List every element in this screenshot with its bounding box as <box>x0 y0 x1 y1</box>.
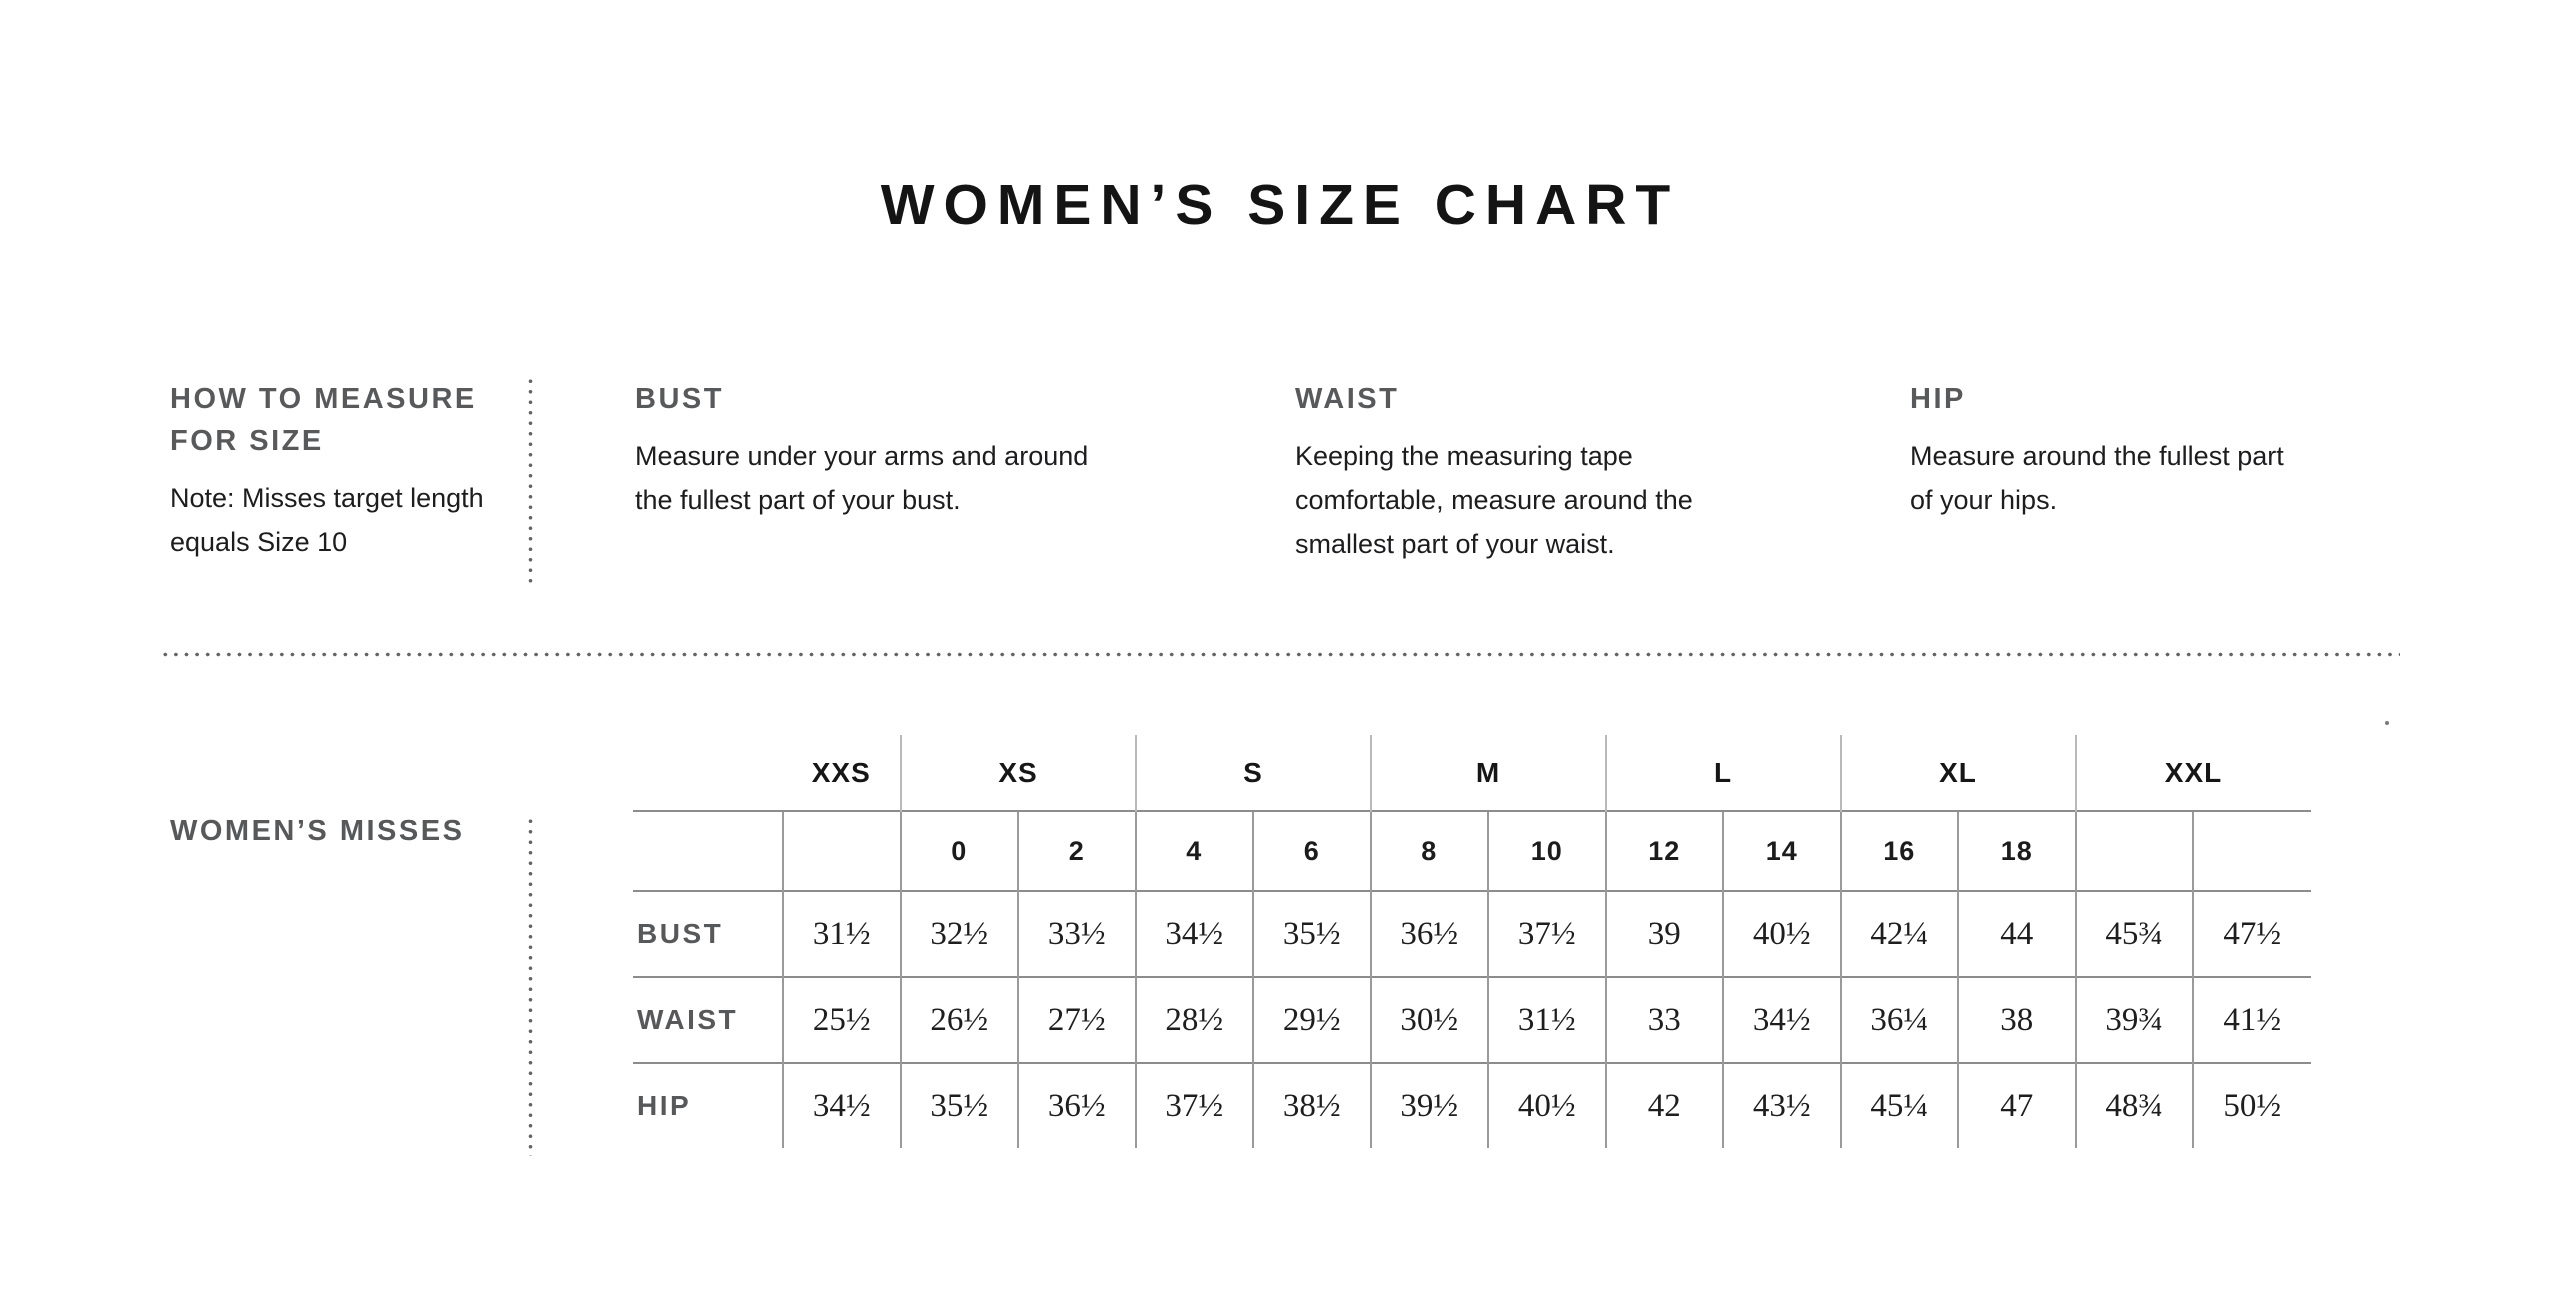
waist-guide-text: Keeping the measuring tape comfortable, … <box>1295 441 1693 559</box>
size-group-header-l: L <box>1605 735 1842 811</box>
measurement-cell: 31½ <box>782 890 901 977</box>
bust-guide-text: Measure under your arms and around the f… <box>635 441 1089 515</box>
numeric-size-cell <box>782 810 901 891</box>
measurement-cell: 30½ <box>1369 976 1488 1063</box>
hip-guide-heading: HIP <box>1910 383 1966 415</box>
measurement-cell: 33 <box>1604 976 1723 1063</box>
numeric-size-cell: 18 <box>1957 810 2076 891</box>
measurement-cell: 47½ <box>2192 890 2311 977</box>
page-title: WOMEN’S SIZE CHART <box>880 173 1680 237</box>
bust-guide-section: BUST Measure under your arms and around … <box>635 378 1115 522</box>
measurement-cell: 34½ <box>782 1062 901 1148</box>
bust-guide-heading: BUST <box>635 383 724 415</box>
how-to-measure-section: HOW TO MEASURE FOR SIZE Note: Misses tar… <box>170 378 505 564</box>
row-label-hip: HIP <box>633 1062 783 1148</box>
numeric-size-cell: 14 <box>1722 810 1841 891</box>
hip-guide-section: HIP Measure around the fullest part of y… <box>1910 378 2300 522</box>
numeric-size-cell: 4 <box>1134 810 1253 891</box>
numeric-size-cell: 16 <box>1839 810 1958 891</box>
measurement-cell: 50½ <box>2192 1062 2311 1148</box>
measurement-cell: 39¾ <box>2074 976 2193 1063</box>
measurement-cell: 25½ <box>782 976 901 1063</box>
waist-guide-heading: WAIST <box>1295 383 1400 415</box>
stray-dot <box>2385 721 2389 725</box>
measurement-cell: 36¼ <box>1839 976 1958 1063</box>
spacer-cell <box>633 735 783 811</box>
size-group-header-xxs: XXS <box>783 735 902 811</box>
measurement-cell: 36½ <box>1017 1062 1136 1148</box>
measurement-cell: 42 <box>1604 1062 1723 1148</box>
measurement-cell: 41½ <box>2192 976 2311 1063</box>
section-label-womens-misses: WOMEN’S MISSES <box>170 815 465 847</box>
numeric-size-cell <box>2192 810 2311 891</box>
measurement-cell: 35½ <box>1252 890 1371 977</box>
measurement-cell: 26½ <box>899 976 1018 1063</box>
measurement-cell: 42¼ <box>1839 890 1958 977</box>
measurement-cell: 29½ <box>1252 976 1371 1063</box>
waist-row: WAIST 25½ 26½ 27½ 28½ 29½ 30½ 31½ 33 34½… <box>633 976 2311 1063</box>
measurement-cell: 48¾ <box>2074 1062 2193 1148</box>
measurement-cell: 34½ <box>1134 890 1253 977</box>
measurement-cell: 39 <box>1604 890 1723 977</box>
measurement-cell: 36½ <box>1369 890 1488 977</box>
measurement-cell: 33½ <box>1017 890 1136 977</box>
measurement-cell: 45¾ <box>2074 890 2193 977</box>
size-group-header-xxl: XXL <box>2164 756 2223 788</box>
measurement-cell: 40½ <box>1487 1062 1606 1148</box>
measurement-cell: 47 <box>1957 1062 2076 1148</box>
size-group-header-m: M <box>1370 735 1607 811</box>
how-to-measure-heading: HOW TO MEASURE FOR SIZE <box>170 383 477 457</box>
measurement-cell: 38 <box>1957 976 2076 1063</box>
measurement-cell: 38½ <box>1252 1062 1371 1148</box>
hip-row: HIP 34½ 35½ 36½ 37½ 38½ 39½ 40½ 42 43½ 4… <box>633 1062 2311 1148</box>
numeric-size-cell: 10 <box>1487 810 1606 891</box>
measurement-cell: 43½ <box>1722 1062 1841 1148</box>
numeric-size-row: 0 2 4 6 8 10 12 14 16 18 <box>633 810 2311 891</box>
measurement-cell: 35½ <box>899 1062 1018 1148</box>
numeric-size-cell: 2 <box>1017 810 1136 891</box>
measurement-cell: 45¼ <box>1839 1062 1958 1148</box>
measurement-cell: 28½ <box>1134 976 1253 1063</box>
measurement-cell: 27½ <box>1017 976 1136 1063</box>
row-label-cell <box>633 810 783 891</box>
waist-guide-section: WAIST Keeping the measuring tape comfort… <box>1295 378 1755 566</box>
measurement-cell: 37½ <box>1134 1062 1253 1148</box>
measurement-cell: 32½ <box>899 890 1018 977</box>
measurement-cell: 34½ <box>1722 976 1841 1063</box>
numeric-size-cell: 8 <box>1369 810 1488 891</box>
row-label-bust: BUST <box>633 890 783 977</box>
measurement-cell: 31½ <box>1487 976 1606 1063</box>
horizontal-dotted-divider <box>160 652 2400 657</box>
bust-row: BUST 31½ 32½ 33½ 34½ 35½ 36½ 37½ 39 40½ … <box>633 890 2311 977</box>
size-table: XXS XS S M L XL XXL 0 2 4 6 8 10 12 14 1… <box>633 735 2311 1148</box>
numeric-size-cell: 6 <box>1252 810 1371 891</box>
size-group-header-xl: XL <box>1840 735 2077 811</box>
vertical-dotted-divider <box>528 376 533 584</box>
measurement-cell: 39½ <box>1369 1062 1488 1148</box>
measurement-cell: 40½ <box>1722 890 1841 977</box>
how-to-measure-note: Note: Misses target length equals Size 1… <box>170 483 484 557</box>
measurement-cell: 37½ <box>1487 890 1606 977</box>
measurement-cell: 44 <box>1957 890 2076 977</box>
vertical-dotted-divider <box>528 816 533 1156</box>
row-label-waist: WAIST <box>633 976 783 1063</box>
size-group-header-xs: XS <box>900 735 1137 811</box>
size-group-header-s: S <box>1135 735 1372 811</box>
size-group-header-row: XXS XS S M L XL XXL <box>633 735 2311 811</box>
numeric-size-cell: 12 <box>1604 810 1723 891</box>
numeric-size-cell <box>2074 810 2193 891</box>
hip-guide-text: Measure around the fullest part of your … <box>1910 441 2284 515</box>
numeric-size-cell: 0 <box>899 810 1018 891</box>
